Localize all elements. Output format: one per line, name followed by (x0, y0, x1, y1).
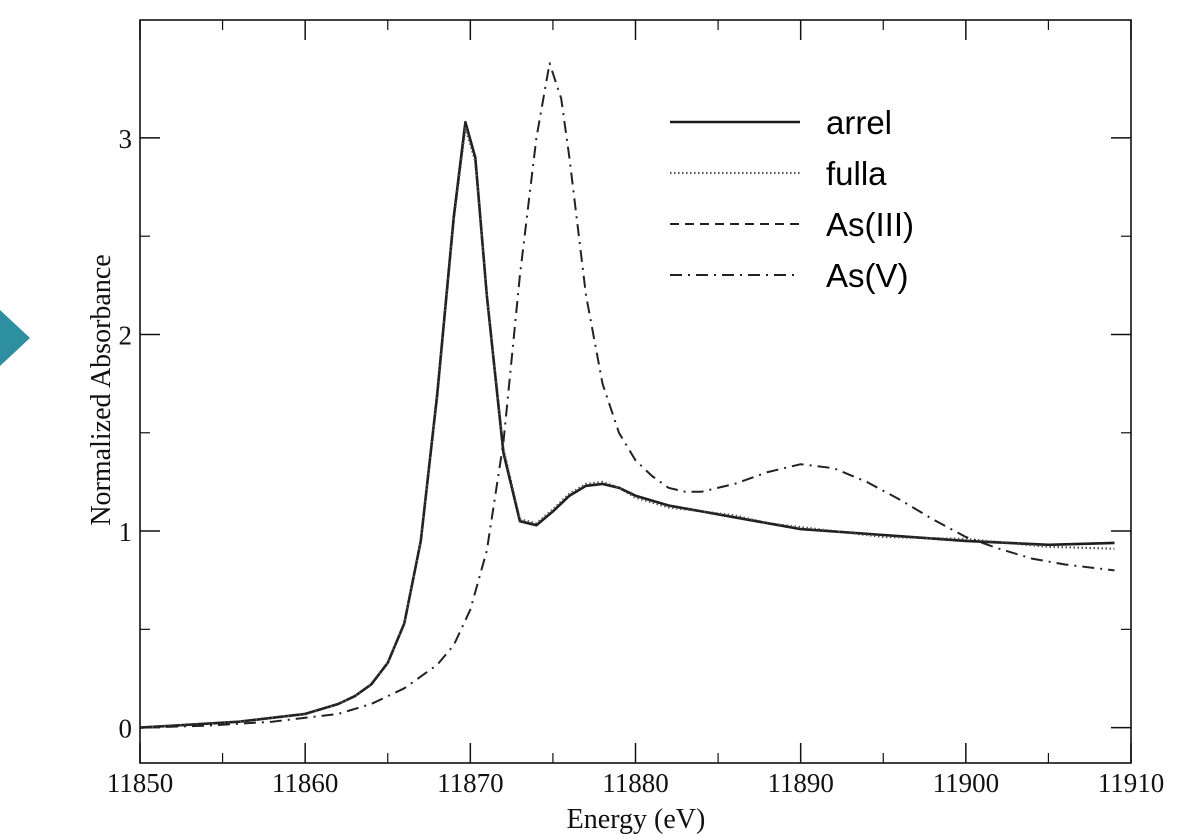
plot-border (139, 19, 1132, 764)
x-tick-label: 11850 (107, 768, 174, 798)
plot-frame (139, 19, 1132, 764)
slide-arrow-icon (0, 310, 30, 366)
x-tick-label: 11900 (933, 768, 1000, 798)
y-tick-label: 2 (119, 320, 133, 350)
y-tick-label: 3 (119, 124, 133, 154)
series-line-as-iii (139, 121, 1115, 729)
legend: arrel fulla As(III) As(V) (670, 104, 914, 294)
y-tick-label: 1 (119, 517, 133, 547)
legend-label: As(V) (826, 257, 909, 294)
x-tick-label: 11870 (437, 768, 504, 798)
x-tick-label: 11880 (602, 768, 669, 798)
x-tick-label: 11910 (1098, 768, 1165, 798)
x-tick-label: 11890 (767, 768, 834, 798)
x-tick-label: 11860 (272, 768, 339, 798)
y-tick-label: 0 (119, 714, 133, 744)
series-layer (139, 62, 1115, 729)
axis-ticks: 11850 11860 11870 11880 11890 11900 11910 0 1 2 3 (107, 20, 1165, 798)
y-axis-title-text: Normalized Absorbance (86, 254, 117, 525)
legend-label: As(III) (826, 206, 914, 243)
series-line-as-v (139, 62, 1115, 729)
series-line-arrel (139, 120, 1115, 729)
series-line-fulla (139, 127, 1115, 729)
y-axis-title: Normalized Absorbance (86, 254, 117, 525)
x-axis-title: Energy (eV) (567, 804, 706, 834)
legend-label: arrel (826, 104, 892, 141)
legend-label: fulla (826, 155, 887, 192)
